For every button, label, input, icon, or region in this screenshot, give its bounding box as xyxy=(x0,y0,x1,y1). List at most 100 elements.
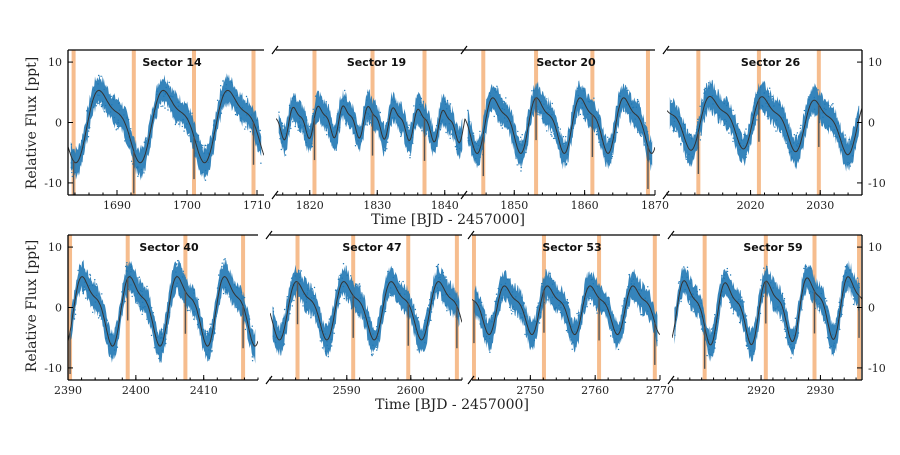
flux-point xyxy=(809,113,811,115)
flux-point xyxy=(790,357,792,359)
flux-point xyxy=(430,319,432,322)
flux-point xyxy=(458,147,461,150)
flux-point xyxy=(382,148,384,151)
flux-point xyxy=(749,333,751,335)
flux-point xyxy=(116,125,119,128)
flux-point xyxy=(475,157,477,160)
flux-point xyxy=(827,338,830,340)
flux-point xyxy=(118,102,120,105)
flux-point xyxy=(550,302,553,305)
flux-point xyxy=(741,320,743,322)
flux-point xyxy=(100,105,103,108)
flux-point xyxy=(700,328,703,330)
flux-point xyxy=(105,337,108,339)
flux-point xyxy=(778,104,780,106)
flux-point xyxy=(305,298,308,300)
flux-point xyxy=(586,306,588,308)
flux-point xyxy=(640,133,642,135)
flux-point xyxy=(745,134,747,137)
flux-point xyxy=(815,299,818,301)
flux-point xyxy=(407,291,409,293)
flux-point xyxy=(319,340,321,342)
flux-point xyxy=(741,296,743,298)
flux-point xyxy=(582,87,584,90)
flux-point xyxy=(70,143,73,146)
flux-point xyxy=(714,338,717,340)
flux-point xyxy=(95,294,98,296)
flux-point xyxy=(357,125,359,127)
flux-point xyxy=(688,303,691,305)
flux-point xyxy=(128,145,131,147)
flux-point xyxy=(805,265,807,268)
flux-point xyxy=(547,123,549,125)
flux-point xyxy=(278,111,280,113)
flux-point xyxy=(400,135,402,138)
flux-point xyxy=(799,127,801,129)
flux-point xyxy=(570,331,572,333)
flux-point xyxy=(467,137,469,139)
flux-point xyxy=(424,341,426,344)
flux-point xyxy=(386,141,389,143)
flux-point xyxy=(724,119,726,121)
flux-point xyxy=(115,129,117,131)
x-tick-label: 1710 xyxy=(243,199,271,212)
flux-point xyxy=(791,346,794,349)
flux-point xyxy=(429,299,431,301)
flux-point xyxy=(169,95,171,97)
flux-point xyxy=(772,307,775,309)
flux-point xyxy=(500,97,503,100)
flux-point xyxy=(803,109,806,112)
flux-point xyxy=(305,301,307,303)
flux-point xyxy=(444,100,446,103)
flux-point xyxy=(803,267,805,270)
flux-point xyxy=(590,279,592,281)
flux-point xyxy=(339,303,341,305)
y-tick-label: -10 xyxy=(44,362,62,375)
flux-point xyxy=(200,334,203,336)
flux-point xyxy=(563,308,565,310)
flux-point xyxy=(337,278,340,280)
flux-point xyxy=(826,337,829,339)
flux-point xyxy=(393,117,395,119)
flux-point xyxy=(701,99,703,101)
flux-point xyxy=(825,108,827,111)
axis-break-mark xyxy=(667,230,675,240)
flux-point xyxy=(106,343,108,345)
flux-point xyxy=(538,111,540,114)
flux-point xyxy=(600,138,602,140)
flux-point xyxy=(521,316,523,319)
flux-point xyxy=(283,308,286,311)
flux-point xyxy=(83,289,86,291)
flux-point xyxy=(335,149,337,151)
flux-point xyxy=(272,307,274,309)
flux-point xyxy=(385,125,387,127)
flux-point xyxy=(224,258,226,260)
flux-point xyxy=(521,141,523,143)
flux-point xyxy=(130,268,132,271)
flux-point xyxy=(711,95,714,97)
flux-point xyxy=(446,108,448,110)
flux-point xyxy=(584,306,586,308)
flux-point xyxy=(505,97,507,99)
flux-point xyxy=(847,162,849,164)
flux-point xyxy=(585,298,587,300)
flux-point xyxy=(414,308,417,311)
flux-point xyxy=(234,101,236,103)
flux-point xyxy=(794,327,797,330)
flux-point xyxy=(562,143,564,145)
flux-point xyxy=(549,108,551,111)
flux-point xyxy=(644,297,646,299)
flux-point xyxy=(338,126,341,129)
flux-point xyxy=(291,305,293,307)
flux-point xyxy=(396,301,398,303)
flux-point xyxy=(790,343,792,346)
flux-point xyxy=(481,301,483,304)
flux-point xyxy=(705,109,707,111)
flux-point xyxy=(419,103,421,106)
flux-point xyxy=(260,162,262,164)
flux-point xyxy=(201,147,203,149)
flux-point xyxy=(363,106,366,109)
flux-point xyxy=(83,290,85,292)
flux-point xyxy=(678,302,680,305)
